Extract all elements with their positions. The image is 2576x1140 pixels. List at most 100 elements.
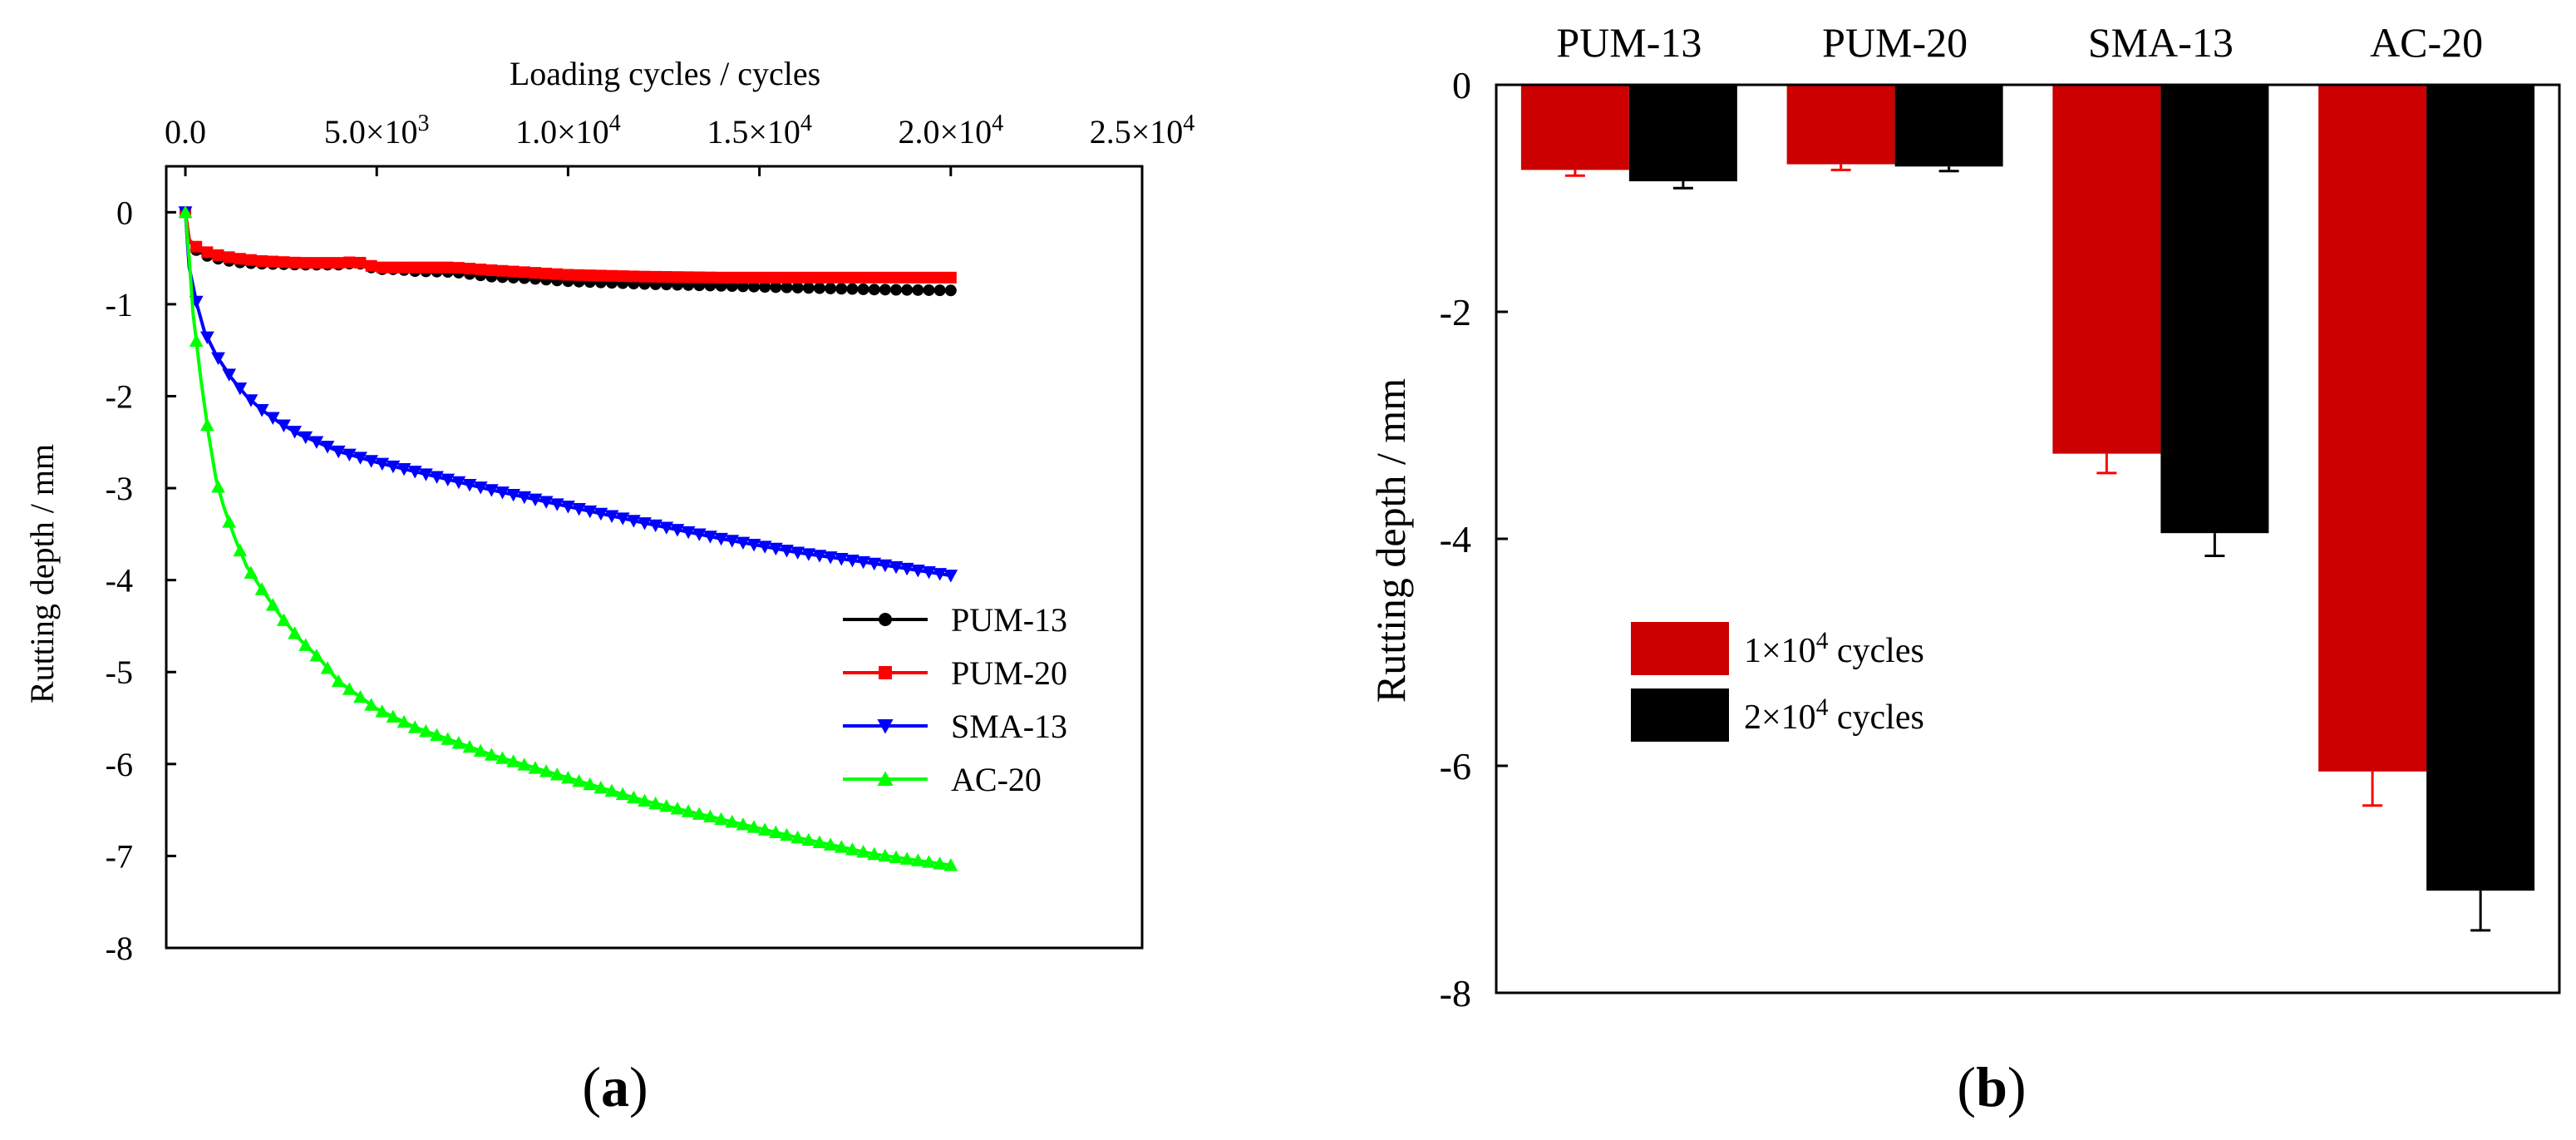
panel-a-point bbox=[222, 515, 237, 528]
panel-a-point bbox=[254, 582, 269, 595]
panel-a-point bbox=[791, 281, 804, 294]
panel-a-point bbox=[189, 333, 204, 348]
panel-a-y-tick-label: -3 bbox=[106, 470, 133, 507]
panel-a-point bbox=[780, 827, 794, 841]
panel-a-point bbox=[517, 758, 532, 771]
panel-a-point bbox=[409, 261, 421, 274]
panel-a-point bbox=[671, 271, 683, 284]
panel-b-bar-AC-20 bbox=[2426, 85, 2535, 891]
panel-a-point bbox=[420, 261, 432, 274]
panel-a-y-tick-label: -5 bbox=[106, 654, 133, 691]
panel-a-point bbox=[211, 480, 225, 493]
panel-a-point bbox=[310, 257, 323, 269]
panel-a-point bbox=[681, 804, 696, 817]
panel-a-point bbox=[615, 512, 630, 526]
panel-a-point bbox=[923, 284, 935, 296]
panel-a-point bbox=[464, 263, 476, 275]
panel-a-point bbox=[573, 269, 585, 281]
panel-b-bar-PUM-13 bbox=[1628, 85, 1737, 182]
panel-a-point bbox=[825, 282, 837, 294]
panel-a-point bbox=[835, 271, 848, 284]
panel-b-y-tick-label-base: -2 bbox=[1440, 291, 1471, 333]
panel-a-point bbox=[244, 394, 259, 407]
panel-a-point bbox=[933, 284, 946, 297]
panel-a-point bbox=[781, 271, 793, 284]
panel-a-point bbox=[178, 205, 193, 219]
panel-a-point bbox=[562, 269, 574, 281]
panel-a-point bbox=[933, 568, 948, 581]
panel-a-point bbox=[331, 674, 346, 688]
panel-a-point bbox=[868, 271, 880, 284]
panel-a-point bbox=[233, 382, 248, 396]
panel-a-point bbox=[748, 280, 761, 293]
panel-a-point bbox=[692, 528, 707, 541]
panel-a-point bbox=[343, 256, 356, 269]
panel-a-point bbox=[475, 264, 487, 276]
panel-a-point bbox=[190, 240, 203, 253]
panel-a-point bbox=[890, 271, 903, 284]
panel-a-point bbox=[768, 825, 783, 838]
panel-a-point bbox=[298, 431, 313, 445]
panel-b-label: (b) bbox=[1957, 1055, 2026, 1118]
panel-a-point bbox=[473, 743, 488, 758]
panel-a-point bbox=[943, 858, 958, 871]
panel-a-y-tick-label-base: -8 bbox=[106, 930, 133, 967]
panel-a-point bbox=[364, 455, 379, 468]
panel-a-point bbox=[856, 555, 870, 570]
panel-a-point bbox=[912, 284, 924, 296]
panel-a-point bbox=[332, 257, 345, 269]
panel-a-point bbox=[407, 720, 422, 733]
panel-a-point bbox=[922, 855, 936, 868]
panel-a-point bbox=[496, 264, 509, 277]
panel-a-point bbox=[757, 540, 772, 554]
panel-b-y-tick-label: -8 bbox=[1440, 972, 1471, 1014]
panel-b-y-tick-label: -6 bbox=[1440, 745, 1471, 787]
panel-a-point bbox=[901, 284, 914, 296]
panel-a-point bbox=[584, 269, 596, 282]
panel-a-point bbox=[736, 280, 749, 293]
panel-a-point bbox=[386, 709, 401, 723]
panel-a-x-tick-label-base: 0.0 bbox=[165, 113, 206, 151]
panel-a-point bbox=[899, 851, 914, 865]
panel-b-y-tick-label: -2 bbox=[1440, 291, 1471, 333]
panel-a-point bbox=[288, 426, 302, 439]
panel-a-point bbox=[288, 626, 302, 639]
panel-a-point bbox=[199, 331, 214, 345]
panel-a-x-tick-label: 2.5×104 bbox=[1090, 111, 1195, 151]
panel-a-point bbox=[583, 505, 598, 519]
panel-b-bar-PUM-13 bbox=[1520, 85, 1629, 170]
panel-a-point bbox=[561, 771, 575, 784]
panel-a-x-tick-label-base: 2.0×10 bbox=[899, 113, 992, 151]
panel-a-label: (a) bbox=[582, 1055, 648, 1118]
panel-a-point bbox=[899, 562, 914, 576]
panel-a-point bbox=[396, 462, 411, 476]
panel-a-point bbox=[746, 538, 761, 552]
panel-a-point bbox=[768, 542, 783, 556]
panel-a-point bbox=[375, 704, 390, 718]
panel-b-bar-AC-20 bbox=[2318, 85, 2427, 772]
panel-a-point bbox=[878, 559, 893, 573]
panel-a-point bbox=[770, 271, 782, 284]
panel-a-point bbox=[518, 266, 530, 279]
panel-a-point bbox=[660, 271, 672, 284]
panel-a-x-axis-title: Loading cycles / cycles bbox=[510, 55, 820, 92]
panel-a-point bbox=[572, 503, 586, 516]
panel-a-point bbox=[244, 565, 259, 579]
panel-a-x-tick-label-base: 5.0×10 bbox=[324, 113, 418, 151]
panel-b-y-tick-label-base: -6 bbox=[1440, 745, 1471, 787]
panel-a-point bbox=[441, 732, 456, 745]
panel-b-legend-label-suffix: cycles bbox=[1828, 698, 1923, 737]
panel-a-point bbox=[430, 471, 444, 484]
panel-a-point bbox=[835, 283, 848, 295]
panel-a-point bbox=[234, 253, 246, 265]
panel-a-point bbox=[617, 270, 629, 283]
panel-b-legend-label: 1×104 cycles bbox=[1744, 628, 1924, 670]
panel-a-point bbox=[912, 271, 924, 284]
panel-a-point bbox=[431, 261, 443, 274]
panel-a-point bbox=[451, 476, 466, 490]
panel-a-point bbox=[649, 270, 662, 283]
panel-a-point bbox=[736, 536, 751, 550]
panel-a-point bbox=[277, 613, 291, 626]
panel-a-point bbox=[353, 689, 367, 703]
panel-a-point bbox=[441, 261, 454, 274]
